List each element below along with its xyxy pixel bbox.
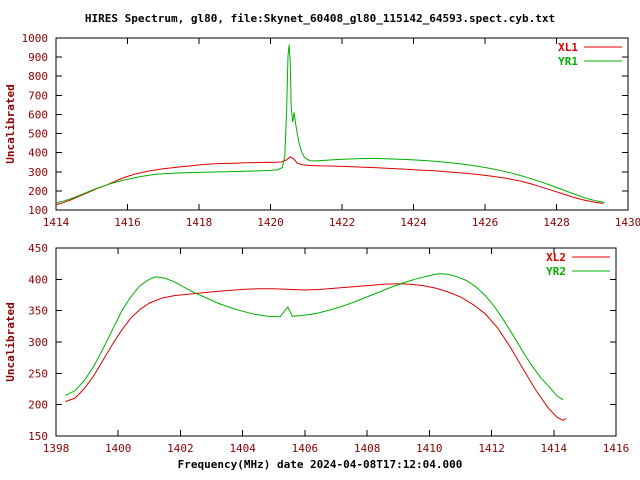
x-tick-label: 1430 [615, 216, 640, 229]
x-tick-label: 1424 [400, 216, 427, 229]
plot-border [55, 247, 617, 437]
x-tick-label: 1410 [416, 442, 443, 455]
y-tick-label: 400 [28, 147, 48, 160]
x-tick-label: 1414 [541, 442, 568, 455]
y-tick-label: 400 [28, 273, 48, 286]
y-tick-label: 450 [28, 242, 48, 255]
y-tick-label: 150 [28, 430, 48, 443]
series-line-XL2 [65, 283, 567, 421]
plot-border [55, 37, 629, 211]
y-tick-label: 1000 [22, 32, 49, 45]
y-axis-label: Uncalibrated [4, 84, 17, 163]
x-tick-label: 1426 [472, 216, 499, 229]
y-tick-label: 500 [28, 128, 48, 141]
x-axis-label: Frequency(MHz) date 2024-04-08T17:12:04.… [177, 458, 463, 471]
x-tick-label: 1402 [167, 442, 194, 455]
series-line-YR1 [55, 44, 605, 204]
y-tick-label: 700 [28, 89, 48, 102]
legend-label-XL1: XL1 [558, 41, 578, 54]
x-tick-label: 1398 [43, 442, 70, 455]
legend-label-YR1: YR1 [558, 55, 578, 68]
legend-label-XL2: XL2 [546, 251, 566, 264]
x-tick-label: 1414 [43, 216, 70, 229]
x-tick-label: 1412 [478, 442, 505, 455]
y-tick-label: 200 [28, 399, 48, 412]
x-tick-label: 1400 [105, 442, 132, 455]
series-line-XL1 [55, 156, 604, 206]
x-tick-label: 1404 [229, 442, 256, 455]
top-spectrum-chart: 1414 1416 1418 1420 1422 1424 1426 1428 1430 100 2… [4, 32, 640, 229]
y-tick-label: 250 [28, 367, 48, 380]
y-tick-label: 800 [28, 70, 48, 83]
y-tick-label: 300 [28, 336, 48, 349]
y-tick-label: 350 [28, 305, 48, 318]
x-tick-label: 1416 [603, 442, 630, 455]
bottom-spectrum-chart: 1398 1400 1402 1404 1406 1408 1410 1412 1414 1416… [4, 242, 630, 455]
x-tick-label: 1422 [329, 216, 356, 229]
x-tick-label: 1418 [186, 216, 213, 229]
y-tick-label: 600 [28, 108, 48, 121]
x-tick-label: 1428 [543, 216, 570, 229]
x-tick-label: 1408 [354, 442, 381, 455]
x-tick-label: 1416 [114, 216, 141, 229]
y-tick-label: 300 [28, 166, 48, 179]
y-axis-label: Uncalibrated [4, 302, 17, 381]
y-tick-label: 100 [28, 204, 48, 217]
series-line-YR2 [65, 273, 564, 401]
y-tick-label: 200 [28, 185, 48, 198]
plot-title: HIRES Spectrum, gl80, file:Skynet_60408_… [84, 12, 556, 25]
x-tick-label: 1420 [257, 216, 284, 229]
legend-label-YR2: YR2 [546, 265, 566, 278]
y-tick-label: 900 [28, 51, 48, 64]
x-tick-label: 1406 [292, 442, 319, 455]
